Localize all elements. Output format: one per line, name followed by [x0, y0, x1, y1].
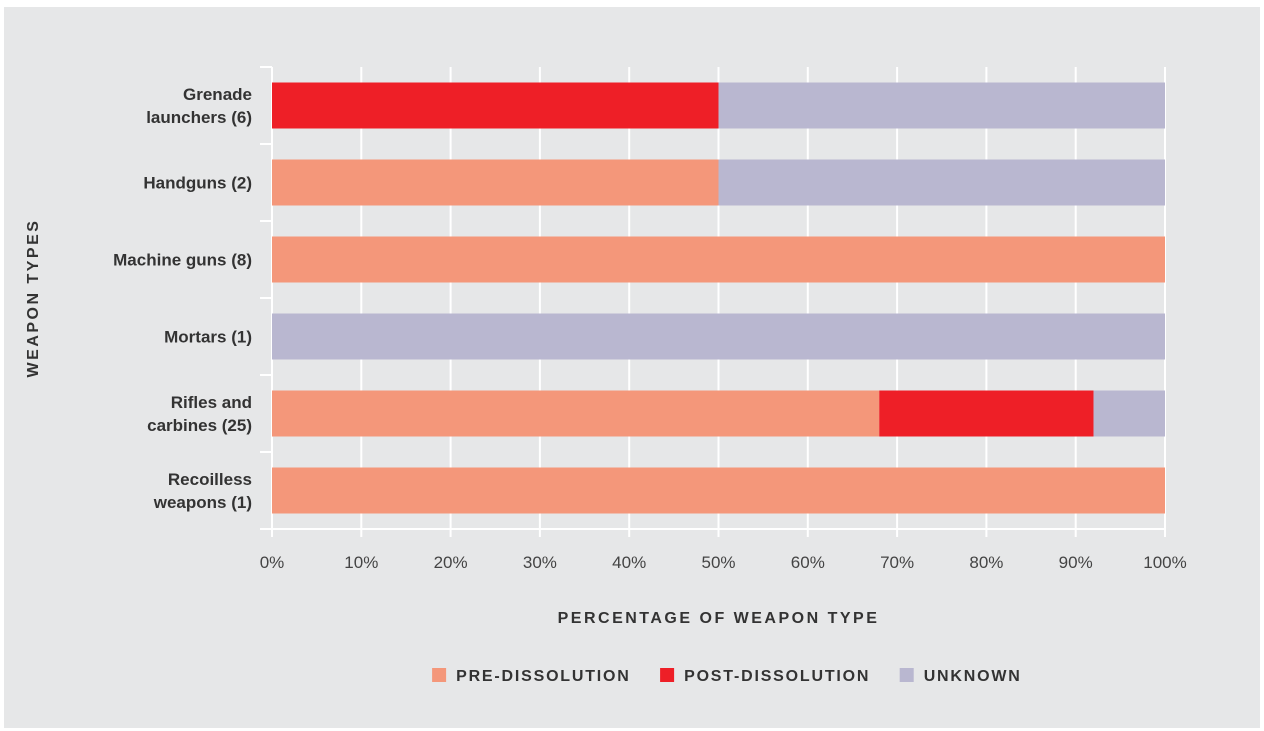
category-label: Mortars (1): [164, 328, 252, 347]
gridlines: [260, 66, 1166, 537]
x-tick-label: 20%: [434, 553, 468, 572]
bar-post-dissolution: [272, 82, 719, 129]
bar-unknown: [718, 159, 1165, 206]
x-tick-label: 0%: [260, 553, 285, 572]
category-labels: Grenade launchers (6) Handguns (2) Machine …: [113, 85, 252, 512]
x-tick-label: 70%: [880, 553, 914, 572]
x-tick-label: 100%: [1143, 553, 1186, 572]
category-label-line: Rifles and: [171, 393, 252, 412]
bars: [272, 82, 1165, 514]
x-tick-label: 60%: [791, 553, 825, 572]
category-label: Machine guns (8): [113, 251, 252, 270]
legend-swatch: [899, 668, 914, 682]
bar-unknown: [718, 82, 1165, 129]
category-label: Recoilless weapons (1): [153, 470, 252, 512]
legend-label: POST-DISSOLUTION: [684, 668, 870, 685]
x-tick-label: 90%: [1059, 553, 1093, 572]
x-tick-labels: 0% 10% 20% 30% 40% 50% 60% 70% 80% 90% 100%: [260, 553, 1187, 572]
bar-pre-dissolution: [272, 467, 1165, 514]
x-tick-label: 40%: [612, 553, 646, 572]
category-label: Handguns (2): [143, 174, 252, 193]
category-label: Grenade launchers (6): [146, 85, 252, 127]
category-label-line: Mortars (1): [164, 328, 252, 347]
category-label-line: Recoilless: [168, 470, 252, 489]
bar-post-dissolution: [879, 390, 1094, 437]
x-tick-label: 30%: [523, 553, 557, 572]
bar-unknown: [1093, 390, 1165, 437]
category-label-line: launchers (6): [146, 108, 252, 127]
category-label-line: Grenade: [183, 85, 252, 104]
bar-pre-dissolution: [272, 390, 880, 437]
legend-swatch: [432, 668, 447, 682]
x-tick-label: 50%: [701, 553, 735, 572]
category-label-line: Handguns (2): [143, 174, 252, 193]
stacked-bar-chart: Grenade launchers (6) Handguns (2) Machine …: [25, 66, 1187, 685]
x-tick-label: 80%: [969, 553, 1003, 572]
bar-pre-dissolution: [272, 236, 1165, 283]
x-tick-label: 10%: [344, 553, 378, 572]
category-label-line: Machine guns (8): [113, 251, 252, 270]
chart-panel: Grenade launchers (6) Handguns (2) Machine …: [4, 7, 1260, 728]
category-label-line: weapons (1): [153, 493, 252, 512]
legend-label: UNKNOWN: [924, 668, 1022, 685]
category-label: Rifles and carbines (25): [147, 393, 252, 435]
legend-swatch: [660, 668, 675, 682]
y-axis-title: WEAPON TYPES: [25, 219, 42, 378]
bar-unknown: [272, 313, 1165, 360]
bar-pre-dissolution: [272, 159, 719, 206]
category-label-line: carbines (25): [147, 416, 252, 435]
x-axis-title: PERCENTAGE OF WEAPON TYPE: [558, 610, 880, 627]
legend-label: PRE-DISSOLUTION: [456, 668, 631, 685]
legend: PRE-DISSOLUTION POST-DISSOLUTION UNKNOWN: [432, 668, 1022, 685]
